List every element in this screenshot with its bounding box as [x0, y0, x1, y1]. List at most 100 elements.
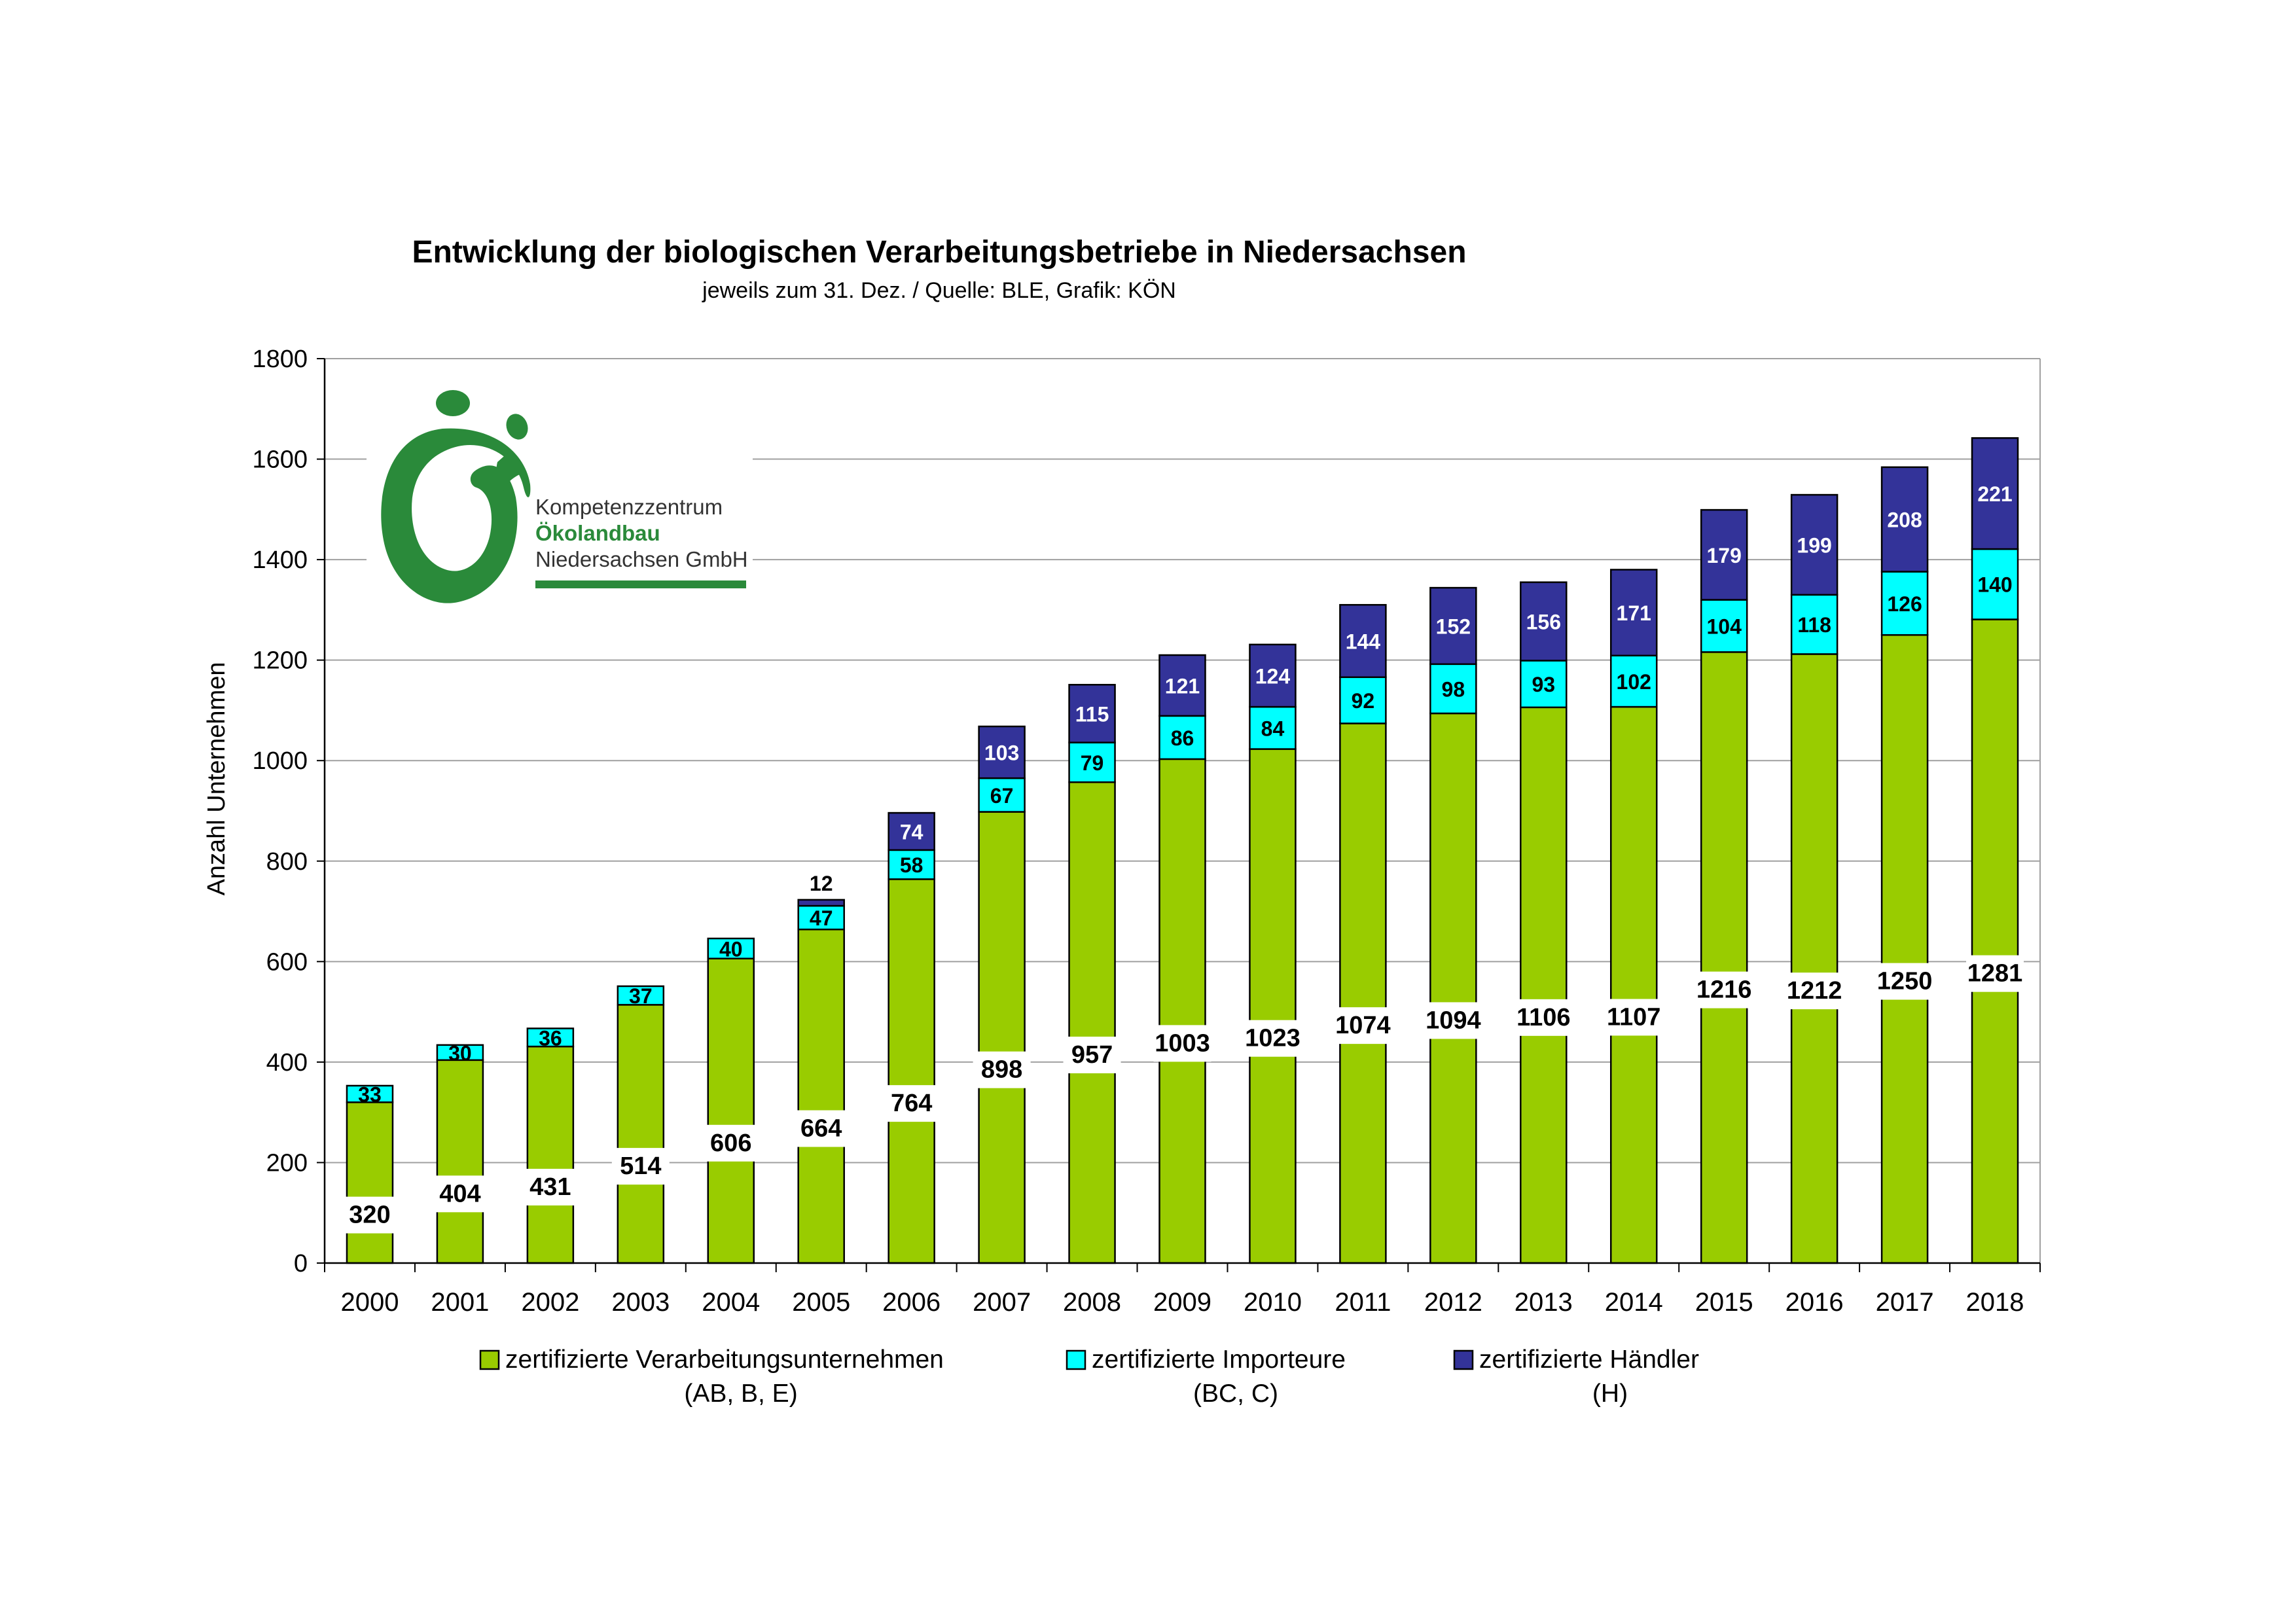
- data-label: 104: [1706, 615, 1742, 638]
- data-label: 103: [984, 741, 1019, 765]
- x-tick-label: 2016: [1785, 1288, 1844, 1317]
- x-tick-label: 2013: [1515, 1288, 1573, 1317]
- data-label: 957: [1071, 1041, 1113, 1069]
- bar-segment: [888, 878, 935, 1264]
- data-label-background: [1785, 972, 1844, 1010]
- x-tick-label: 2011: [1335, 1288, 1391, 1317]
- data-label-background: [1695, 971, 1753, 1008]
- bars: [346, 437, 2019, 1264]
- bar-segment: [1880, 634, 1929, 1264]
- bar-segment: [1880, 571, 1929, 636]
- y-tick-label: 1200: [252, 647, 308, 675]
- bar-segment: [1429, 712, 1477, 1264]
- x-tick-label: 2008: [1063, 1288, 1121, 1317]
- data-label: 199: [1797, 533, 1831, 557]
- bar-segment: [526, 1045, 575, 1264]
- data-label: 156: [1526, 611, 1561, 634]
- data-label: 12: [810, 872, 833, 895]
- data-label-background: [973, 1051, 1031, 1088]
- legend-sublabel: (AB, B, E): [684, 1380, 797, 1408]
- data-label-background: [521, 1168, 579, 1205]
- x-tick-label: 2017: [1876, 1288, 1934, 1317]
- data-label-background: [1515, 999, 1573, 1036]
- data-label: 764: [891, 1090, 932, 1117]
- y-tick-label: 200: [266, 1149, 308, 1177]
- data-label-background: [1966, 955, 2024, 992]
- data-label: 121: [1165, 674, 1200, 698]
- bar-segment: [1790, 653, 1839, 1264]
- data-label-background: [882, 1085, 941, 1122]
- data-label: 606: [710, 1130, 751, 1157]
- data-label-background: [1876, 963, 1934, 1000]
- bar-segment: [1609, 654, 1658, 708]
- data-label-background: [1605, 999, 1663, 1036]
- data-label: 1281: [1967, 960, 2023, 988]
- bar-segment: [1429, 586, 1477, 666]
- data-label: 67: [990, 784, 1014, 808]
- logo: Kompetenzzentrum Ökolandbau Niedersachse…: [367, 390, 753, 628]
- bar-segment: [526, 1027, 575, 1048]
- bar-segment: [346, 1101, 394, 1264]
- bar-segment: [797, 899, 845, 907]
- data-label: 92: [1352, 689, 1375, 713]
- data-label: 74: [900, 820, 924, 844]
- data-label-background: [340, 1196, 399, 1234]
- bar-segment: [707, 937, 755, 959]
- logo-underline: [535, 580, 746, 588]
- data-label: 30: [448, 1041, 472, 1065]
- data-label: 84: [1261, 717, 1285, 740]
- bar-segment: [1520, 706, 1568, 1264]
- data-label: 124: [1255, 664, 1291, 688]
- data-label: 36: [539, 1026, 562, 1050]
- y-tick-label: 1600: [252, 446, 308, 474]
- bar-segment: [1339, 722, 1387, 1264]
- data-label: 898: [981, 1056, 1022, 1084]
- legend: zertifizierte Verarbeitungsunternehmen (A…: [479, 1346, 1699, 1408]
- data-label-background: [1244, 1020, 1302, 1057]
- data-label: 126: [1887, 592, 1922, 616]
- x-tick-label: 2010: [1244, 1288, 1302, 1317]
- x-tick-label: 2004: [702, 1288, 760, 1317]
- x-tick-label: 2001: [431, 1288, 489, 1317]
- data-label-background: [431, 1175, 489, 1213]
- data-label: 33: [358, 1083, 382, 1107]
- data-labels: 320 33 404 30 431 36 514 37 606 40 664 47 12 764 58 74 8…: [340, 482, 2024, 1234]
- logo-line-1: Kompetenzzentrum: [535, 495, 723, 519]
- chart-title: Entwicklung der biologischen Verarbeitun…: [412, 235, 1466, 270]
- data-label: 1074: [1335, 1012, 1391, 1039]
- bar-segment: [797, 904, 845, 931]
- bar-segment: [617, 1004, 665, 1264]
- data-label: 118: [1797, 613, 1831, 637]
- data-label: 1250: [1877, 968, 1933, 995]
- data-label-background: [1424, 1002, 1482, 1039]
- x-tick-label: 2002: [521, 1288, 579, 1317]
- bar-segment: [1700, 651, 1748, 1264]
- data-label: 58: [900, 853, 924, 877]
- x-tick-label: 2003: [611, 1288, 670, 1317]
- y-tick-label: 1400: [252, 546, 308, 574]
- data-label: 1003: [1155, 1029, 1210, 1057]
- x-tick-label: 2014: [1605, 1288, 1663, 1317]
- bar-segment: [1249, 748, 1297, 1264]
- data-label: 179: [1706, 544, 1741, 567]
- legend-swatch: [1453, 1349, 1474, 1370]
- data-label: 37: [629, 984, 653, 1008]
- data-label: 1094: [1426, 1007, 1481, 1034]
- bar-segment: [1339, 603, 1387, 679]
- y-tick-label: 800: [266, 848, 308, 876]
- bar-segment: [707, 957, 755, 1264]
- y-tick-label: 600: [266, 948, 308, 976]
- data-label-background: [702, 1124, 760, 1162]
- x-tick-label: 2012: [1424, 1288, 1482, 1317]
- x-tick-label: 2007: [973, 1288, 1031, 1317]
- legend-sublabel: (H): [1592, 1380, 1628, 1408]
- data-label: 171: [1617, 601, 1651, 625]
- data-label: 1212: [1787, 977, 1842, 1005]
- bar-segment: [436, 1059, 484, 1264]
- bar-segment: [888, 812, 935, 851]
- bar-segment: [1068, 781, 1116, 1264]
- data-label: 208: [1887, 508, 1922, 532]
- data-label: 1216: [1696, 976, 1752, 1004]
- logo-line-3: Niedersachsen GmbH: [535, 547, 748, 571]
